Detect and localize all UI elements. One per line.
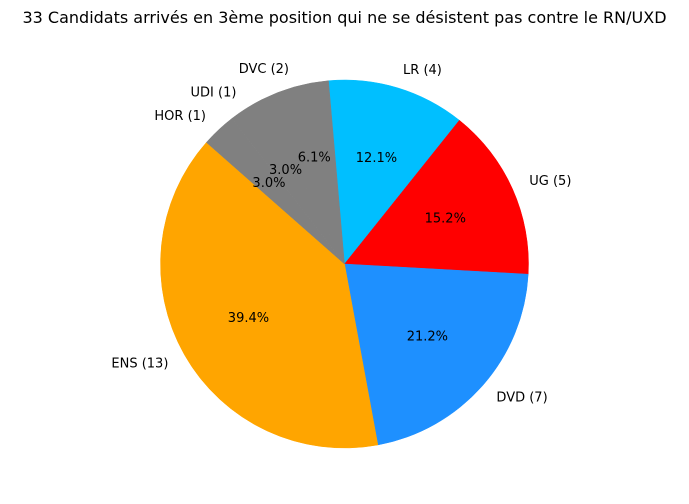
slice-labels: LR (4) UG (5) DVD (7) ENS (13) HOR (1) UDI (1… bbox=[111, 62, 571, 405]
percent-label-hor: 3.0% bbox=[252, 176, 285, 191]
pie-slices bbox=[160, 79, 529, 449]
slice-label-ug: UG (5) bbox=[529, 174, 571, 189]
pie-slice-lr bbox=[328, 79, 460, 265]
pie-slice-ug bbox=[344, 119, 529, 275]
percent-labels: 12.1%15.2%21.2%39.4%3.0%3.0%6.1% bbox=[228, 150, 466, 344]
percent-label-dvc: 6.1% bbox=[298, 150, 331, 165]
pie-slice-dvc bbox=[261, 80, 345, 265]
slice-label-dvd: DVD (7) bbox=[496, 390, 547, 405]
percent-label-udi: 3.0% bbox=[269, 163, 302, 178]
percent-label-ens: 39.4% bbox=[228, 311, 269, 326]
pie-slice-dvd bbox=[344, 263, 529, 446]
slice-label-dvc: DVC (2) bbox=[239, 62, 289, 77]
slice-label-lr: LR (4) bbox=[403, 63, 442, 78]
chart-title: 33 Candidats arrivés en 3ème position qu… bbox=[22, 8, 667, 27]
slice-label-ens: ENS (13) bbox=[111, 356, 168, 371]
pie-slice-ens bbox=[160, 142, 379, 449]
slice-label-hor: HOR (1) bbox=[154, 109, 206, 124]
percent-label-dvd: 21.2% bbox=[407, 329, 448, 344]
percent-label-ug: 15.2% bbox=[425, 211, 466, 226]
percent-label-lr: 12.1% bbox=[356, 151, 397, 166]
slice-label-udi: UDI (1) bbox=[191, 85, 237, 100]
